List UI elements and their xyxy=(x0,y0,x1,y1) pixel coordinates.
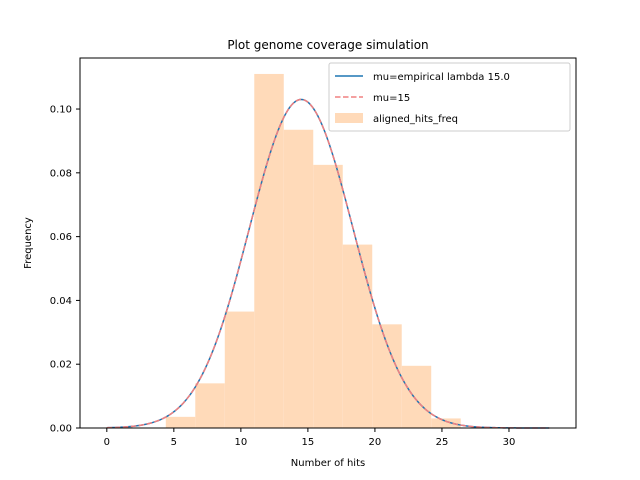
histogram-bar-9 xyxy=(431,418,461,428)
legend-swatch-2 xyxy=(335,113,363,123)
y-tick-label-1: 0.02 xyxy=(50,360,72,371)
curves xyxy=(106,98,550,429)
y-tick-label-0: 0.00 xyxy=(50,424,72,435)
legend-box xyxy=(328,62,571,132)
y-tick-label-3: 0.06 xyxy=(50,232,72,243)
histogram-bar-5 xyxy=(313,164,343,428)
y-axis-label: Frequency xyxy=(23,217,34,269)
x-tick-label-25: 25 xyxy=(436,437,449,448)
legend-label-2: aligned_hits_freq xyxy=(373,114,458,125)
y-tick-label-5: 0.10 xyxy=(50,105,72,116)
histogram-bar-8 xyxy=(401,365,432,428)
histogram-bar-1 xyxy=(195,383,225,428)
x-tick-label-5: 5 xyxy=(171,437,177,448)
legend-label-1: mu=15 xyxy=(373,93,410,104)
histogram-bar-0 xyxy=(165,416,196,428)
x-tick-label-0: 0 xyxy=(104,437,110,448)
histogram-bar-3 xyxy=(254,73,284,428)
legend-label-0: mu=empirical lambda 15.0 xyxy=(373,72,510,83)
y-axis-ticks: 0.00 0.02 0.04 0.06 0.08 0.10 xyxy=(50,105,80,435)
x-axis-ticks: 0 5 10 15 20 25 30 xyxy=(104,428,516,448)
histogram-bar-2 xyxy=(224,311,255,428)
x-tick-label-20: 20 xyxy=(369,437,382,448)
histogram-bar-4 xyxy=(283,129,314,428)
y-tick-label-4: 0.08 xyxy=(50,168,72,179)
series-line-1 xyxy=(106,98,550,429)
x-tick-label-10: 10 xyxy=(234,437,247,448)
chart-title: Plot genome coverage simulation xyxy=(227,38,428,52)
y-tick-label-2: 0.04 xyxy=(50,296,72,307)
x-tick-label-15: 15 xyxy=(302,437,315,448)
x-tick-label-30: 30 xyxy=(503,437,516,448)
x-axis-label: Number of hits xyxy=(291,458,365,469)
plot-frame xyxy=(79,57,577,429)
histogram-bar-6 xyxy=(342,244,373,428)
histogram-bar-7 xyxy=(372,324,402,428)
histogram-bars xyxy=(165,73,461,428)
legend: mu=empirical lambda 15.0 mu=15 aligned_hit… xyxy=(328,62,571,132)
